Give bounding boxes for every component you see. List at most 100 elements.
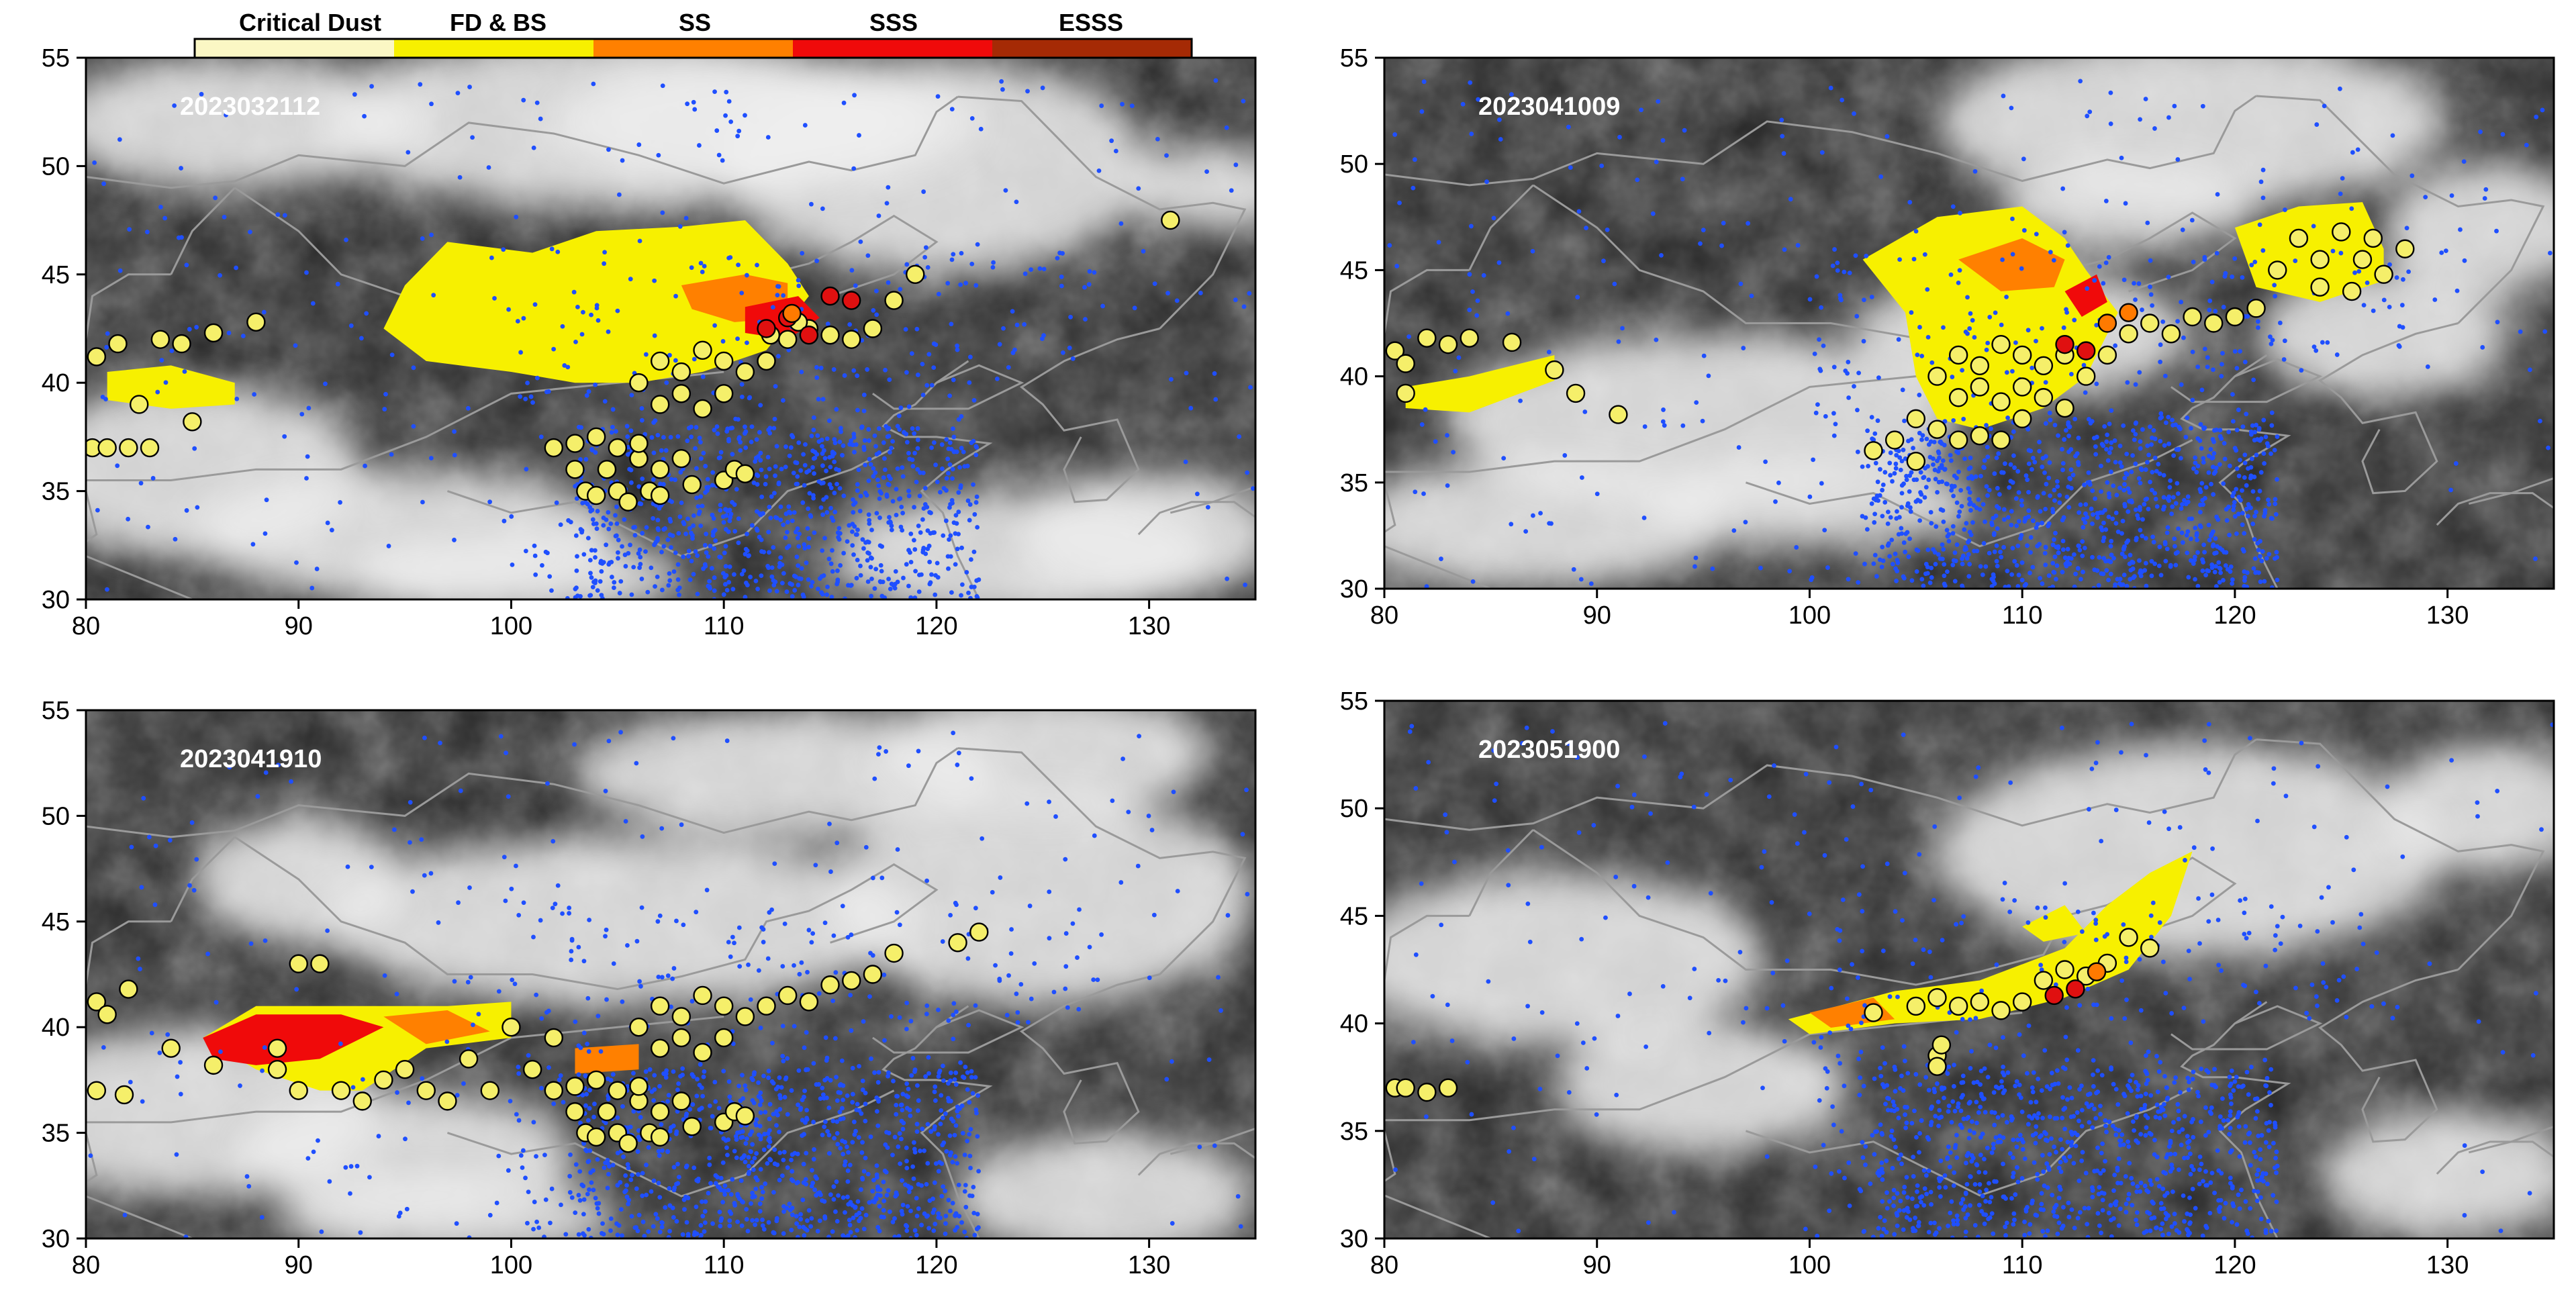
station-dot: [815, 1228, 820, 1234]
station-dot: [1945, 1071, 1950, 1076]
station-dot: [588, 1170, 593, 1175]
station-dot: [136, 956, 141, 961]
station-dot: [1469, 132, 1474, 136]
station-dot: [369, 84, 374, 89]
station-dot: [949, 322, 954, 327]
station-dot: [2187, 1221, 2192, 1226]
station-dot: [677, 592, 681, 597]
station-dot: [758, 450, 763, 456]
station-dot: [912, 1228, 918, 1233]
dust-station-marker: [97, 438, 117, 458]
station-dot: [893, 1194, 898, 1199]
station-dot: [2005, 515, 2011, 520]
station-dot: [2199, 481, 2205, 486]
station-dot: [2093, 444, 2098, 449]
station-dot: [628, 428, 634, 434]
station-dot: [2149, 934, 2154, 940]
station-dot: [2030, 518, 2036, 524]
station-dot: [1817, 337, 1821, 342]
station-dot: [2008, 462, 2013, 467]
station-dot: [798, 468, 804, 473]
station-dot: [874, 1163, 879, 1168]
station-dot: [593, 1196, 598, 1201]
station-dot: [694, 1093, 700, 1099]
station-dot: [2381, 297, 2387, 303]
station-dot: [660, 1148, 665, 1153]
station-dot: [1888, 515, 1893, 520]
station-dot: [1904, 477, 1909, 483]
station-dot: [234, 396, 240, 401]
station-dot: [2326, 885, 2331, 890]
station-dot: [2478, 130, 2483, 134]
station-dot: [1893, 1144, 1898, 1150]
station-dot: [1989, 426, 1993, 432]
station-dot: [748, 575, 753, 579]
station-dot: [739, 571, 745, 577]
station-dot: [2177, 426, 2183, 432]
station-dot: [867, 994, 872, 1000]
station-dot: [2156, 462, 2161, 467]
station-dot: [2079, 1124, 2085, 1129]
station-dot: [518, 350, 523, 355]
station-dot: [2234, 428, 2240, 433]
station-dot: [774, 589, 779, 594]
station-dot: [588, 571, 593, 576]
station-dot: [2016, 490, 2021, 495]
station-dot: [757, 1201, 763, 1206]
border-line: [1384, 482, 1396, 534]
station-dot: [1087, 269, 1092, 274]
station-dot: [950, 1159, 955, 1165]
station-dot: [956, 1182, 961, 1187]
station-dot: [781, 1204, 786, 1209]
station-dot: [766, 565, 771, 571]
station-dot: [2160, 319, 2166, 324]
station-dot: [1096, 168, 1102, 173]
station-dot: [945, 281, 951, 286]
station-dot: [2195, 583, 2201, 589]
station-dot: [636, 1128, 641, 1133]
station-dot: [540, 563, 544, 568]
station-dot: [739, 1223, 745, 1228]
station-dot: [1973, 474, 1978, 479]
station-dot: [823, 1035, 828, 1040]
border-line: [86, 1015, 724, 1124]
station-dot: [860, 1140, 865, 1145]
y-tick-label: 55: [42, 44, 70, 72]
station-dot: [2066, 484, 2071, 489]
station-dot: [2105, 458, 2111, 463]
station-dot: [2273, 1155, 2278, 1161]
station-dot: [743, 552, 748, 556]
station-dot: [2083, 520, 2088, 525]
station-dot: [910, 464, 916, 469]
x-tick-label: 120: [915, 612, 957, 640]
station-dot: [955, 343, 959, 348]
station-dot: [1198, 291, 1203, 295]
station-dot: [1929, 360, 1935, 365]
station-dot: [1995, 485, 2000, 491]
station-dot: [376, 1134, 381, 1138]
station-dot: [1871, 561, 1876, 567]
station-dot: [1885, 543, 1891, 548]
station-dot: [2146, 506, 2151, 512]
station-dot: [2252, 438, 2257, 443]
dust-station-marker: [1566, 383, 1586, 403]
station-dot: [994, 376, 1000, 381]
station-dot: [2090, 554, 2095, 560]
station-dot: [1235, 1194, 1241, 1199]
station-dot: [2054, 1150, 2058, 1155]
station-dot: [1991, 532, 1997, 538]
station-dot: [759, 1196, 765, 1202]
station-dot: [816, 479, 822, 484]
station-dot: [722, 1192, 727, 1197]
station-dot: [886, 481, 891, 487]
station-dot: [2399, 303, 2405, 307]
station-dot: [2235, 1114, 2240, 1120]
station-dot: [937, 1068, 943, 1073]
station-dot: [1860, 1155, 1866, 1160]
station-dot: [2240, 488, 2244, 493]
country-borders: [1384, 738, 2554, 1238]
station-dot: [721, 1069, 726, 1074]
station-dot: [2189, 1164, 2194, 1169]
station-dot: [841, 1151, 846, 1157]
station-dot: [956, 417, 961, 422]
